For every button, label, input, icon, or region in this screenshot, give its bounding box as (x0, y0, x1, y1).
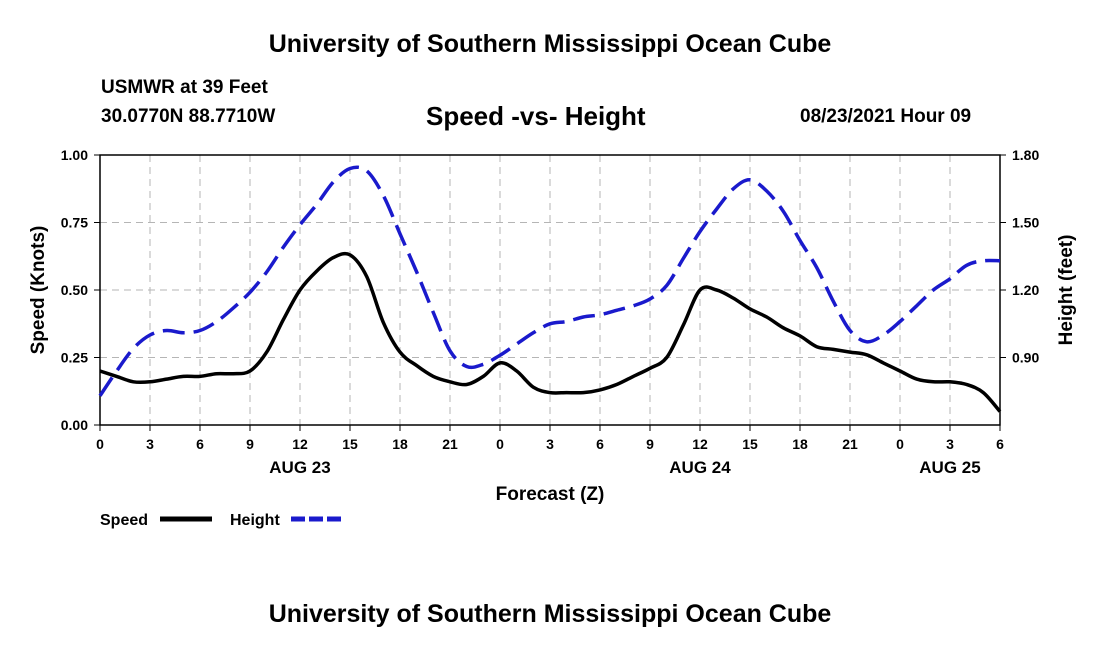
x-tick-label: 0 (96, 436, 104, 452)
y-axis-right-title: Height (feet) (1056, 235, 1077, 346)
series-line-height (98, 165, 1001, 397)
axis-ticks (94, 154, 1006, 431)
x-tick-label: 15 (342, 436, 358, 452)
x-tick-label: 15 (742, 436, 758, 452)
day-label: AUG 24 (669, 458, 731, 477)
y-left-tick-label: 1.00 (61, 147, 88, 163)
x-axis-title: Forecast (Z) (496, 484, 605, 505)
legend: Speed Height (100, 512, 343, 529)
tick-labels: 0 3 6 9 12 15 18 21 0 3 6 9 12 15 18 21 0 3 6 AUG 23 AUG 24 A… (61, 147, 1040, 477)
x-tick-label: 0 (496, 436, 504, 452)
x-tick-label: 18 (392, 436, 408, 452)
y-axis-left-title: Speed (Knots) (28, 226, 49, 355)
day-label: AUG 25 (919, 458, 980, 477)
legend-label-speed: Speed (100, 512, 148, 529)
x-tick-label: 0 (896, 436, 904, 452)
x-tick-label: 12 (292, 436, 308, 452)
x-tick-label: 21 (842, 436, 858, 452)
x-tick-label: 9 (246, 436, 254, 452)
series-lines (98, 165, 1002, 413)
x-tick-label: 6 (996, 436, 1004, 452)
x-tick-label: 6 (596, 436, 604, 452)
legend-label-height: Height (230, 512, 280, 529)
x-tick-label: 3 (146, 436, 154, 452)
x-tick-label: 9 (646, 436, 654, 452)
y-right-tick-label: 1.20 (1012, 282, 1039, 298)
series-line-speed (99, 251, 1002, 413)
y-right-tick-label: 1.50 (1012, 215, 1039, 231)
forecast-datetime: 08/23/2021 Hour 09 (800, 106, 972, 127)
page-title-bottom: University of Southern Mississippi Ocean… (268, 600, 832, 628)
grid-lines (100, 155, 1000, 425)
x-tick-label: 6 (196, 436, 204, 452)
y-left-tick-label: 0.50 (61, 282, 88, 298)
chart-title: Speed -vs- Height (426, 101, 646, 131)
day-label: AUG 23 (269, 458, 330, 477)
y-left-tick-label: 0.25 (61, 350, 88, 366)
page-title-top: University of Southern Mississippi Ocean… (268, 30, 832, 58)
y-left-tick-label: 0.00 (61, 417, 88, 433)
x-tick-label: 3 (946, 436, 954, 452)
x-tick-label: 3 (546, 436, 554, 452)
station-coordinates: 30.0770N 88.7710W (101, 106, 276, 127)
y-right-tick-label: 1.80 (1012, 147, 1039, 163)
x-tick-label: 21 (442, 436, 458, 452)
y-left-tick-label: 0.75 (61, 215, 88, 231)
x-tick-label: 18 (792, 436, 808, 452)
x-tick-label: 12 (692, 436, 708, 452)
y-right-tick-label: 0.90 (1012, 350, 1039, 366)
station-name: USMWR at 39 Feet (101, 77, 268, 98)
